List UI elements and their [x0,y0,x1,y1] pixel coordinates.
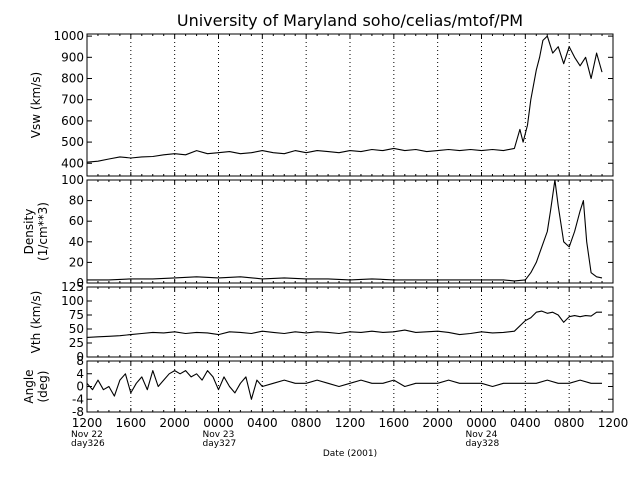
y-tick-label: 60 [69,214,84,228]
series-line [87,179,603,282]
panel-2: 0 20 40 60 80 100 Density (1/cm**3) [22,173,614,290]
y-tick-label: 40 [69,235,84,249]
y-tick-label: 100 [61,173,84,187]
y-tick-label: -4 [72,392,84,406]
series-line [86,35,603,163]
x-tick-label: 1200 [335,416,366,430]
series-line [86,310,602,338]
y-tick-label: 600 [61,114,84,128]
y-axis-label: Vth (km/s) [29,291,43,354]
x-day-label: Nov 22 [71,430,103,440]
x-day-label: day326 [71,439,105,449]
y-tick-label: 0 [76,276,84,290]
x-day-label: Nov 23 [203,430,235,440]
x-tick-label: 1600 [116,416,147,430]
y-axis-label: Density [22,209,36,255]
y-axis-label: Vsw (km/s) [29,72,43,138]
x-tick-label: 1200 [72,416,103,430]
y-axis-label: (deg) [36,371,50,403]
y-tick-label: 20 [69,255,84,269]
series-line [86,370,602,400]
y-tick-label: 50 [69,322,84,336]
y-axis-label: (1/cm**3) [36,202,50,261]
x-tick-label: 0800 [291,416,322,430]
y-tick-label: 75 [69,308,84,322]
y-tick-label: -8 [72,405,84,419]
x-tick-label: 1200 [598,416,629,430]
y-tick-label: 900 [61,50,84,64]
y-tick-label: 80 [69,194,84,208]
x-axis-label: Date (2001) [323,449,377,459]
y-tick-label: 800 [61,72,84,86]
panel-1: 400 500 600 700 800 900 1000 Vsw (km/s) [29,29,614,177]
y-tick-label: 700 [61,93,84,107]
x-tick-label: 1600 [379,416,410,430]
x-tick-label: 0400 [247,416,278,430]
chart-title: University of Maryland soho/celias/mtof/… [177,11,523,30]
x-day-label: Nov 24 [466,430,498,440]
x-axis: 1200 1600 2000 0000 0400 0800 1200 1600 2000 0000… [71,416,628,449]
x-tick-label: 0400 [510,416,541,430]
x-day-label: day327 [203,439,237,449]
x-tick-label: 2000 [159,416,190,430]
y-tick-label: 500 [61,135,84,149]
y-tick-label: 8 [76,354,84,368]
x-day-label: day328 [466,439,500,449]
y-tick-label: 4 [76,367,84,381]
x-tick-label: 0000 [203,416,234,430]
y-tick-label: 400 [61,156,84,170]
y-tick-label: 125 [61,280,84,294]
x-tick-label: 2000 [422,416,453,430]
panel-frame [86,286,614,358]
x-tick-label: 0800 [554,416,585,430]
y-axis-label: Angle [22,369,36,403]
y-tick-label: 0 [76,380,84,394]
y-tick-label: 0 [76,350,84,364]
y-tick-label: 1000 [53,29,84,43]
y-tick-label: 100 [61,294,84,308]
x-tick-label: 0000 [466,416,497,430]
panel-frame [86,360,614,413]
y-tick-label: 25 [69,336,84,350]
